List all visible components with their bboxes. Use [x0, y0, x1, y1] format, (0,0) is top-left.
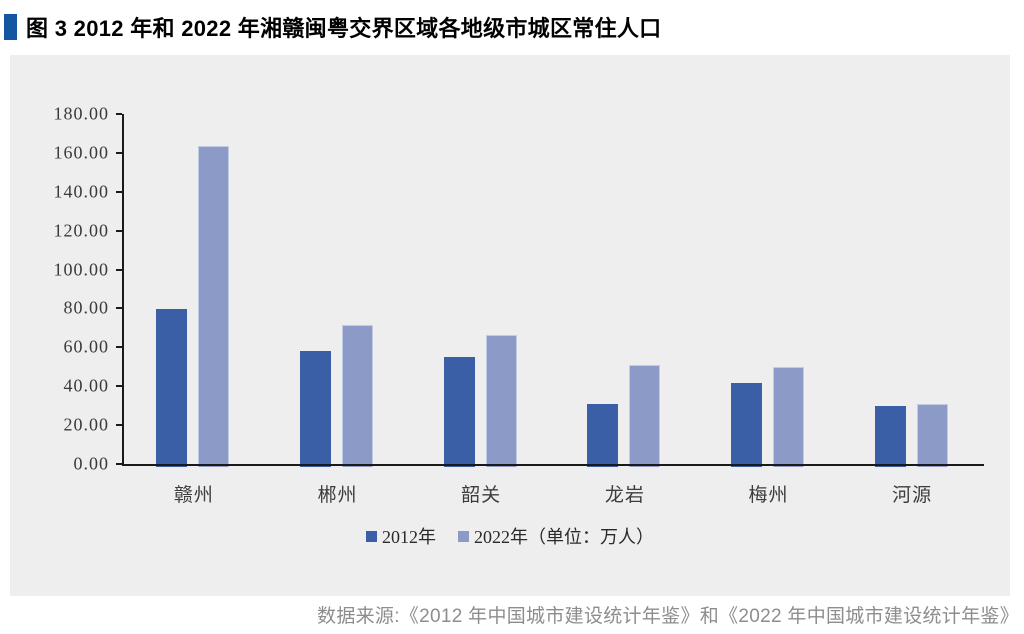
x-axis-category-label: 河源 — [892, 485, 933, 506]
bar-2012-3 — [443, 357, 475, 467]
legend-swatch-icon — [366, 530, 377, 542]
y-axis-tick-label: 180.00 — [53, 103, 109, 124]
title-marker-icon — [4, 14, 17, 40]
y-axis-tick-label: 40.00 — [63, 375, 109, 396]
y-axis-tick-label: 20.00 — [63, 414, 109, 435]
x-axis-category-label: 梅州 — [748, 485, 789, 506]
legend-item-2012: 2012年 — [366, 523, 436, 549]
y-axis-tick — [116, 268, 122, 271]
x-axis-line — [122, 464, 984, 466]
y-axis-tick — [116, 424, 122, 427]
y-axis-tick-label: 120.00 — [53, 220, 109, 241]
bar-2022-3 — [485, 334, 517, 467]
y-axis-tick — [116, 307, 122, 310]
bar-2022-2 — [342, 324, 373, 467]
y-axis-tick — [116, 229, 122, 232]
y-axis-line — [122, 114, 124, 464]
y-axis-tick — [116, 463, 122, 465]
legend-swatch-icon — [458, 530, 469, 542]
y-axis-tick-label: 80.00 — [63, 297, 109, 318]
chart-panel: 180.00 160.00 140.00 120.00 100.00 80.00 60.00… — [10, 55, 1010, 596]
plot-area: 180.00 160.00 140.00 120.00 100.00 80.00 60.00… — [54, 104, 984, 506]
legend-label: 2022年（单位：万人） — [474, 527, 654, 547]
y-axis-tick — [116, 151, 122, 154]
bar-2012-1 — [156, 309, 188, 467]
x-axis-category-label: 郴州 — [317, 485, 358, 506]
legend-item-2022: 2022年（单位：万人） — [458, 523, 654, 549]
y-axis-tick-label: 140.00 — [53, 181, 109, 202]
y-axis-tick-label: 160.00 — [53, 142, 109, 163]
bar-2012-2 — [300, 351, 331, 467]
y-axis-tick-label: 0.00 — [73, 453, 109, 474]
bar-2022-4 — [629, 364, 661, 467]
y-axis-tick — [116, 113, 122, 115]
chart-legend: 2012年 2022年（单位：万人） — [10, 523, 1010, 549]
bar-2012-5 — [731, 383, 762, 467]
bar-2012-4 — [587, 403, 619, 467]
y-axis-tick — [116, 346, 122, 349]
y-axis-tick — [116, 190, 122, 193]
bar-2022-6 — [916, 403, 948, 467]
figure-title: 图 3 2012 年和 2022 年湘赣闽粤交界区域各地级市城区常住人口 — [26, 16, 662, 41]
legend-label: 2012年 — [382, 527, 436, 547]
x-axis-category-label: 韶关 — [461, 485, 502, 506]
data-source-caption: 数据来源:《2012 年中国城市建设统计年鉴》和《2022 年中国城市建设统计年… — [317, 606, 1019, 627]
bar-2012-6 — [874, 405, 906, 467]
x-axis-category-label: 龙岩 — [604, 485, 645, 506]
y-axis-tick-label: 100.00 — [53, 259, 109, 280]
bar-2022-1 — [198, 146, 230, 467]
figure-title-row: 图 3 2012 年和 2022 年湘赣闽粤交界区域各地级市城区常住人口 — [4, 11, 661, 43]
y-axis-tick — [116, 385, 122, 388]
x-axis-category-label: 赣州 — [173, 485, 214, 506]
bar-2022-5 — [773, 366, 804, 467]
y-axis-tick-label: 60.00 — [63, 336, 109, 357]
